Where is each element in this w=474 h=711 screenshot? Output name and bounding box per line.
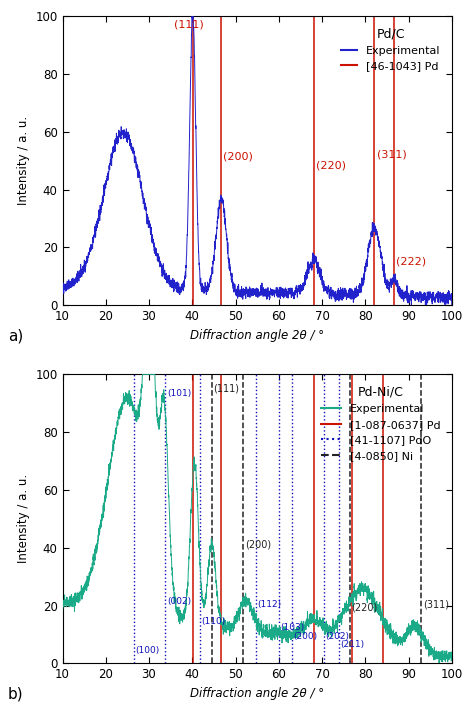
Text: (110): (110) (201, 617, 226, 626)
Text: (311): (311) (423, 600, 449, 610)
Y-axis label: Intensity / a. u.: Intensity / a. u. (17, 116, 30, 205)
Text: (222): (222) (396, 256, 426, 266)
Text: (311): (311) (376, 149, 406, 159)
Text: (202): (202) (325, 631, 349, 641)
Text: (112): (112) (257, 600, 282, 609)
Text: (103): (103) (281, 623, 305, 632)
Text: b): b) (8, 687, 24, 702)
Text: (200): (200) (223, 152, 253, 162)
Text: (220): (220) (351, 603, 378, 613)
Text: (002): (002) (167, 597, 191, 606)
Legend: Experimental, [1-087-0637] Pd, [41-1107] PdO, [4-0850] Ni: Experimental, [1-087-0637] Pd, [41-1107]… (316, 380, 446, 466)
Y-axis label: Intensity / a. u.: Intensity / a. u. (17, 474, 30, 564)
Text: (111): (111) (173, 19, 203, 29)
Text: (200): (200) (245, 539, 271, 549)
X-axis label: Diffraction angle 2θ / °: Diffraction angle 2θ / ° (190, 328, 324, 341)
Text: a): a) (8, 328, 23, 343)
Legend: Experimental, [46-1043] Pd: Experimental, [46-1043] Pd (335, 21, 446, 77)
Text: (211): (211) (341, 641, 365, 649)
Text: (220): (220) (316, 161, 346, 171)
Text: (101): (101) (167, 389, 191, 398)
Text: (200): (200) (293, 631, 317, 641)
Text: (100): (100) (136, 646, 160, 655)
X-axis label: Diffraction angle 2θ / °: Diffraction angle 2θ / ° (190, 687, 324, 700)
Text: (111): (111) (213, 383, 239, 393)
